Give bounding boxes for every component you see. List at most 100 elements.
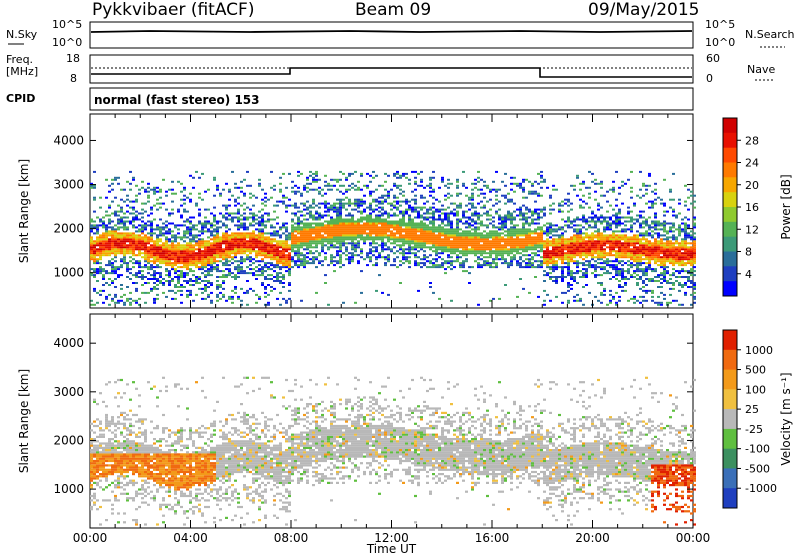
power-cell	[375, 228, 378, 231]
power-cell	[453, 212, 456, 215]
power-cell	[573, 295, 576, 298]
power-cell	[240, 252, 243, 255]
power-cell	[618, 295, 621, 298]
power-cell	[414, 198, 417, 201]
power-cell	[312, 200, 315, 203]
power-cell	[315, 172, 318, 175]
power-cell	[618, 240, 621, 243]
power-cell	[321, 230, 324, 233]
power-cell	[525, 218, 528, 221]
power-cell	[555, 264, 558, 267]
power-cell	[126, 232, 129, 235]
power-cell	[459, 238, 462, 241]
power-cell	[564, 254, 567, 257]
power-cell	[228, 244, 231, 247]
power-cell	[390, 226, 393, 229]
power-cell	[294, 184, 297, 187]
power-cell	[471, 228, 474, 231]
power-cell	[486, 214, 489, 217]
power-cell	[270, 258, 273, 261]
power-cell	[108, 238, 111, 241]
power-cell	[183, 262, 186, 265]
power-cell	[318, 262, 321, 265]
power-cell	[114, 278, 117, 280]
power-cell	[573, 238, 576, 241]
power-cell	[384, 180, 387, 183]
power-cell	[513, 228, 516, 231]
power-cell	[543, 224, 546, 227]
power-cell	[375, 204, 378, 207]
power-cell	[189, 256, 192, 259]
power-cell	[522, 230, 525, 233]
power-cell	[159, 244, 162, 247]
power-cell	[159, 252, 162, 255]
power-cell	[369, 206, 372, 209]
power-cell	[342, 192, 345, 195]
power-cell	[99, 293, 102, 296]
power-cell	[510, 262, 513, 265]
power-cell	[603, 272, 606, 275]
power-cell	[330, 256, 333, 259]
power-cell	[324, 228, 327, 231]
power-cell	[516, 244, 519, 247]
power-cell	[507, 266, 510, 269]
power-cell	[294, 260, 297, 263]
power-cell	[624, 228, 627, 231]
power-cell	[402, 172, 405, 175]
power-cell	[354, 242, 357, 245]
power-cell	[276, 244, 279, 247]
power-cell	[384, 200, 387, 203]
power-cell	[321, 188, 324, 191]
power-cell	[456, 236, 459, 239]
power-cell	[282, 242, 285, 245]
power-cell	[630, 276, 633, 278]
power-cell	[309, 244, 312, 247]
power-cell	[642, 299, 645, 302]
power-cell	[555, 260, 558, 263]
power-cell	[129, 248, 132, 251]
power-cell	[603, 238, 606, 241]
power-cell	[456, 204, 459, 207]
power-cell	[333, 244, 336, 247]
power-cell	[252, 234, 255, 237]
power-cell	[468, 208, 471, 211]
power-cell	[273, 238, 276, 241]
power-cell	[603, 220, 606, 223]
power-cell	[192, 260, 195, 263]
power-cell	[417, 242, 420, 245]
power-cell	[117, 222, 120, 225]
power-cell	[339, 224, 342, 227]
power-cell	[429, 238, 432, 241]
power-cell	[237, 260, 240, 263]
power-cell	[276, 262, 279, 265]
power-cell	[234, 182, 237, 185]
power-cell	[99, 250, 102, 253]
power-cell	[225, 218, 228, 221]
power-cell	[303, 224, 306, 227]
power-cell	[357, 188, 360, 191]
power-cell	[126, 216, 129, 219]
power-cell	[249, 238, 252, 241]
power-cell	[174, 226, 177, 229]
power-cell	[546, 293, 549, 296]
power-cell	[492, 216, 495, 219]
power-cell	[237, 208, 240, 211]
power-cell	[600, 236, 603, 239]
power-cell	[372, 228, 375, 231]
power-cell	[552, 256, 555, 259]
power-cell	[519, 252, 522, 255]
power-cell	[261, 246, 264, 249]
power-cell	[228, 295, 231, 298]
power-cell	[597, 218, 600, 221]
power-cell	[183, 260, 186, 263]
power-cell	[105, 270, 108, 273]
power-cell	[576, 250, 579, 253]
power-cell	[117, 244, 120, 247]
power-cell	[111, 242, 114, 245]
power-cell	[138, 228, 141, 231]
power-cell	[228, 246, 231, 249]
power-cell	[543, 250, 546, 253]
power-cell	[198, 282, 201, 284]
power-cell	[597, 274, 600, 277]
power-cell	[240, 250, 243, 253]
